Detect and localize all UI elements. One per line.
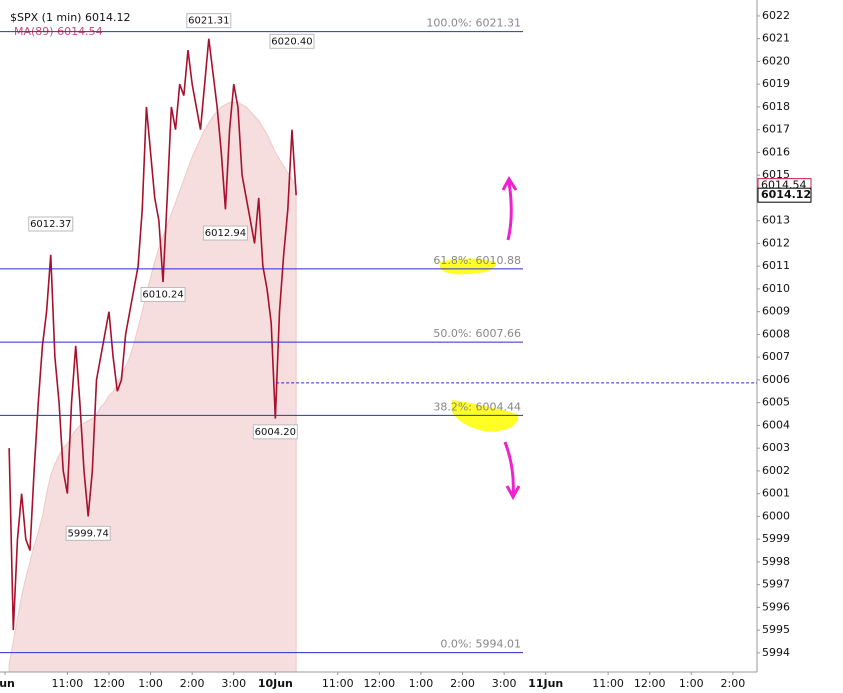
x-tick-label: 11:00 [592, 677, 624, 690]
price-line [8, 38, 297, 631]
y-tick-label: 5997 [762, 578, 790, 591]
highlight [440, 258, 497, 275]
x-tick-label: 2:00 [721, 677, 746, 690]
y-tick-label: 6000 [762, 509, 790, 522]
y-tick-label: 5999 [762, 532, 790, 545]
y-tick-label: 6005 [762, 396, 790, 409]
callout-box [28, 216, 74, 232]
y-tick-label: 6001 [762, 487, 790, 500]
callout-box [65, 525, 111, 541]
x-tick-label: 2:00 [180, 677, 205, 690]
y-tick-label: 6019 [762, 77, 790, 90]
x-tick-label: 1:00 [138, 677, 163, 690]
y-tick-label: 6012 [762, 236, 790, 249]
x-tick-label: 3:00 [221, 677, 246, 690]
x-tick-label: 11Jun [528, 677, 563, 690]
y-tick-label: 6018 [762, 100, 790, 113]
x-tick-label: Jun [0, 677, 15, 690]
x-tick-label: 12:00 [634, 677, 666, 690]
x-tick-label: 2:00 [450, 677, 475, 690]
y-tick-label: 6022 [762, 9, 790, 22]
y-tick-label: 5995 [762, 623, 790, 636]
y-tick-label: 6010 [762, 282, 790, 295]
fib-label: 100.0%: 6021.31 [426, 17, 521, 30]
price-badge-label: 6014.12 [761, 188, 811, 201]
callout-box [252, 424, 298, 440]
arrow-up [501, 176, 518, 241]
x-tick-label: 12:00 [93, 677, 125, 690]
y-tick-label: 6011 [762, 259, 790, 272]
y-tick-label: 5994 [762, 646, 790, 659]
x-tick-label: 11:00 [52, 677, 84, 690]
y-tick-label: 6009 [762, 305, 790, 318]
callout-label: 6020.40 [271, 36, 312, 47]
last-price: 6014.12 [85, 11, 131, 24]
y-tick-label: 6015 [762, 168, 790, 181]
highlight [452, 400, 519, 432]
y-tick-label: 6006 [762, 373, 790, 386]
x-tick-label: 10Jun [258, 677, 293, 690]
callout-box [140, 286, 186, 302]
y-tick-label: 6017 [762, 123, 790, 136]
x-tick-label: 1:00 [679, 677, 704, 690]
fib-label: 61.8%: 6010.88 [433, 254, 521, 267]
y-tick-label: 5998 [762, 555, 790, 568]
y-tick-label: 6013 [762, 214, 790, 227]
y-tick-label: 6016 [762, 145, 790, 158]
price-badge [757, 187, 812, 203]
callout-box [269, 33, 315, 49]
y-tick-label: 6021 [762, 32, 790, 45]
callout-box [202, 225, 248, 241]
fib-label: 0.0%: 5994.01 [440, 638, 521, 651]
arrow-down [503, 441, 521, 501]
fib-label: 38.2%: 6004.44 [433, 400, 521, 413]
callout-label: 5999.74 [67, 528, 108, 539]
callout-label: 6012.37 [30, 219, 71, 230]
x-tick-label: 12:00 [363, 677, 395, 690]
chart-title: $SPX (1 min) 6014.12 [10, 11, 130, 24]
callout-label: 6010.24 [142, 289, 183, 300]
y-tick-label: 6003 [762, 441, 790, 454]
title-text: $SPX (1 min) [10, 11, 81, 24]
callout-label: 6004.20 [255, 427, 296, 438]
y-tick-label: 6020 [762, 54, 790, 67]
y-tick-label: 6004 [762, 418, 790, 431]
y-tick-label: 6008 [762, 327, 790, 340]
x-tick-label: 1:00 [409, 677, 434, 690]
callout-label: 6021.31 [188, 16, 229, 27]
y-tick-label: 6007 [762, 350, 790, 363]
fib-label: 50.0%: 6007.66 [433, 327, 521, 340]
callout-box [186, 13, 232, 29]
callout-label: 6012.94 [205, 228, 246, 239]
y-tick-label: 6002 [762, 464, 790, 477]
x-tick-label: 11:00 [322, 677, 354, 690]
x-tick-label: 3:00 [492, 677, 517, 690]
y-tick-label: 5996 [762, 600, 790, 613]
